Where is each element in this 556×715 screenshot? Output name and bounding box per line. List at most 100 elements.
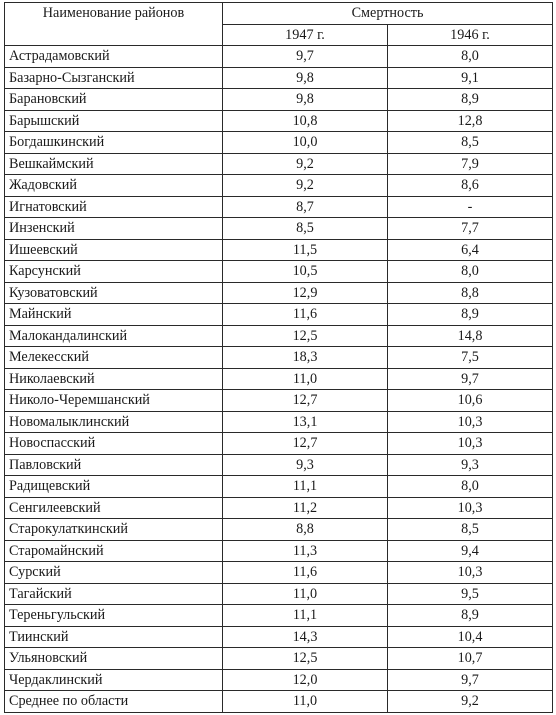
table-row: Николо-Черемшанский 12,7 10,6	[4, 389, 554, 412]
mortality-1946-cell: 8,9	[386, 604, 554, 627]
table-row: Жадовский 9,2 8,6	[4, 174, 554, 197]
mortality-1947-cell: 11,6	[222, 561, 388, 584]
mortality-1946-cell: 8,6	[386, 174, 554, 197]
table-row: Астрадамовский 9,7 8,0	[4, 45, 554, 68]
mortality-1946-cell: 7,5	[386, 346, 554, 369]
table-row: Малокандалинский 12,5 14,8	[4, 324, 554, 347]
table-row: Сенгилеевский 11,2 10,3	[4, 496, 554, 519]
district-name-cell: Майнский	[4, 303, 223, 326]
mortality-1947-cell: 12,9	[222, 281, 388, 304]
mortality-1947-cell: 13,1	[222, 410, 388, 433]
mortality-1946-cell: 7,9	[386, 152, 554, 175]
table-row: Тагайский 11,0 9,5	[4, 582, 554, 605]
district-name-cell: Старокулаткинский	[4, 518, 223, 541]
mortality-1946-cell: 9,7	[386, 367, 554, 390]
table-row: Кузоватовский 12,9 8,8	[4, 281, 554, 304]
mortality-1946-cell: 10,4	[386, 625, 554, 648]
mortality-1946-cell: 8,0	[386, 260, 554, 283]
mortality-1946-cell: 10,3	[386, 496, 554, 519]
mortality-1947-cell: 11,6	[222, 303, 388, 326]
mortality-1946-cell: 8,0	[386, 45, 554, 68]
table-row: Николаевский 11,0 9,7	[4, 367, 554, 390]
mortality-1946-cell: 9,1	[386, 66, 554, 89]
district-name-cell: Астрадамовский	[4, 45, 223, 68]
district-name-cell: Новомалыклинский	[4, 410, 223, 433]
mortality-1947-cell: 12,7	[222, 389, 388, 412]
mortality-1947-cell: 10,0	[222, 131, 388, 154]
mortality-1946-cell: 9,7	[386, 668, 554, 691]
district-name-cell: Вешкаймский	[4, 152, 223, 175]
mortality-1946-cell: 8,9	[386, 88, 554, 111]
table-row: Богдашкинский 10,0 8,5	[4, 131, 554, 154]
district-name-cell: Среднее по области	[4, 690, 223, 713]
mortality-1947-cell: 12,5	[222, 324, 388, 347]
mortality-1947-cell: 18,3	[222, 346, 388, 369]
table-row: Ульяновский 12,5 10,7	[4, 647, 554, 670]
table-row: Карсунский 10,5 8,0	[4, 260, 554, 283]
district-name-cell: Тереньгульский	[4, 604, 223, 627]
district-name-cell: Богдашкинский	[4, 131, 223, 154]
mortality-1946-cell: 8,5	[386, 131, 554, 154]
district-name-cell: Игнатовский	[4, 195, 223, 218]
header-mortality: Смертность	[221, 2, 554, 25]
district-name-cell: Мелекесский	[4, 346, 223, 369]
mortality-1946-cell: 9,2	[386, 690, 554, 713]
district-name-cell: Новоспасский	[4, 432, 223, 455]
mortality-1946-cell: 10,7	[386, 647, 554, 670]
mortality-1947-cell: 12,7	[222, 432, 388, 455]
table-row: Новоспасский 12,7 10,3	[4, 432, 554, 455]
table-row: Тиинский 14,3 10,4	[4, 625, 554, 648]
mortality-1946-cell: 10,3	[386, 561, 554, 584]
district-name-cell: Сенгилеевский	[4, 496, 223, 519]
table-row: Сурский 11,6 10,3	[4, 561, 554, 584]
mortality-1947-cell: 8,7	[222, 195, 388, 218]
mortality-1947-cell: 9,7	[222, 45, 388, 68]
mortality-1947-cell: 11,0	[222, 690, 388, 713]
mortality-1947-cell: 9,2	[222, 152, 388, 175]
table-row: Павловский 9,3 9,3	[4, 453, 554, 476]
table-row: Новомалыклинский 13,1 10,3	[4, 410, 554, 433]
mortality-1947-cell: 9,2	[222, 174, 388, 197]
district-name-cell: Старомайнский	[4, 539, 223, 562]
district-name-cell: Сурский	[4, 561, 223, 584]
header-district-names: Наименование районов	[4, 2, 223, 46]
mortality-1946-cell: 7,7	[386, 217, 554, 240]
district-name-cell: Тиинский	[4, 625, 223, 648]
mortality-1946-cell: 10,6	[386, 389, 554, 412]
table-row: Майнский 11,6 8,9	[4, 303, 554, 326]
mortality-1946-cell: 12,8	[386, 109, 554, 132]
district-name-cell: Николо-Черемшанский	[4, 389, 223, 412]
mortality-1946-cell: 9,4	[386, 539, 554, 562]
mortality-1947-cell: 8,5	[222, 217, 388, 240]
table-row: Тереньгульский 11,1 8,9	[4, 604, 554, 627]
mortality-1946-cell: 8,0	[386, 475, 554, 498]
mortality-1946-cell: 9,3	[386, 453, 554, 476]
mortality-1947-cell: 12,0	[222, 668, 388, 691]
table-row: Игнатовский 8,7-	[4, 195, 554, 218]
table-row: Барышский 10,8 12,8	[4, 109, 554, 132]
district-name-cell: Тагайский	[4, 582, 223, 605]
district-name-cell: Инзенский	[4, 217, 223, 240]
table-row: Радищевский 11,1 8,0	[4, 475, 554, 498]
district-name-cell: Кузоватовский	[4, 281, 223, 304]
mortality-1946-cell: 14,8	[386, 324, 554, 347]
mortality-1947-cell: 9,8	[222, 66, 388, 89]
table-row: Ишеевский 11,5 6,4	[4, 238, 554, 261]
table-header: Наименование районов Смертность 1947 г. …	[4, 2, 554, 46]
mortality-1947-cell: 11,1	[222, 604, 388, 627]
mortality-1947-cell: 14,3	[222, 625, 388, 648]
district-name-cell: Малокандалинский	[4, 324, 223, 347]
header-year-1947: 1947 г.	[222, 23, 388, 46]
mortality-1946-cell: 9,5	[386, 582, 554, 605]
table-row: Барановский 9,8 8,9	[4, 88, 554, 111]
mortality-1947-cell: 10,5	[222, 260, 388, 283]
mortality-1947-cell: 8,8	[222, 518, 388, 541]
mortality-1946-cell: 6,4	[386, 238, 554, 261]
table-row: Мелекесский 18,3 7,5	[4, 346, 554, 369]
district-name-cell: Николаевский	[4, 367, 223, 390]
district-name-cell: Барановский	[4, 88, 223, 111]
table-row: Инзенский 8,5 7,7	[4, 217, 554, 240]
header-year-1946: 1946 г.	[386, 23, 554, 46]
mortality-table: Наименование районов Смертность 1947 г. …	[4, 2, 554, 713]
mortality-1947-cell: 11,5	[222, 238, 388, 261]
